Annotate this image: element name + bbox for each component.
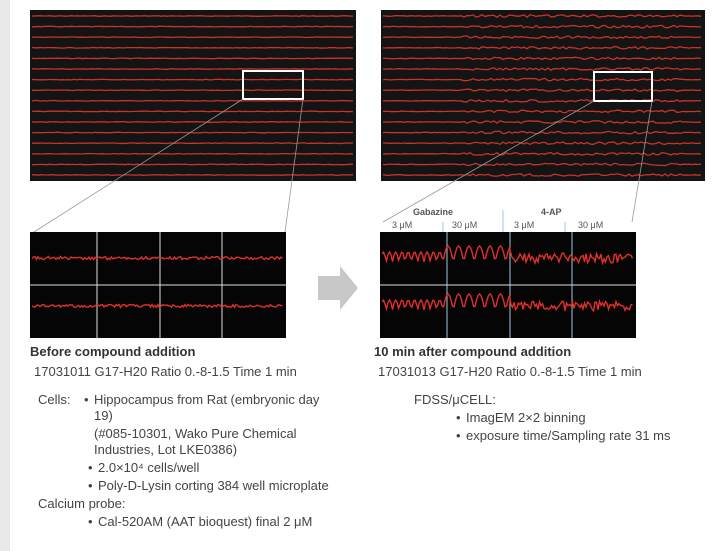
trace — [31, 57, 354, 60]
trace — [382, 141, 702, 146]
trace — [382, 162, 702, 167]
trace — [31, 110, 354, 113]
trace — [382, 45, 701, 50]
bullet-item: ImagEM 2×2 binning — [456, 410, 586, 426]
trace — [382, 67, 702, 71]
section-label: FDSS/μCELL: — [414, 392, 496, 407]
left-strip — [0, 0, 10, 551]
trace — [31, 152, 354, 155]
trace — [382, 14, 702, 19]
trace — [32, 89, 354, 92]
connector — [382, 100, 595, 223]
trace — [383, 109, 702, 114]
bullet-item: exposure time/Sampling rate 31 ms — [456, 428, 671, 444]
trace — [31, 131, 354, 134]
trace — [31, 121, 353, 123]
caption: Before compound addition — [30, 344, 196, 359]
group-label: 4-AP — [541, 207, 562, 217]
overview-image — [381, 10, 705, 181]
bullet-item: 2.0×10⁴ cells/well — [88, 460, 199, 476]
connector — [631, 100, 653, 223]
zoom-trace — [381, 244, 634, 266]
trace — [382, 77, 702, 82]
trace — [32, 15, 353, 17]
caption: 10 min after compound addition — [374, 344, 572, 359]
trace — [382, 24, 702, 29]
trace — [382, 130, 702, 135]
trace — [31, 99, 354, 102]
section-label: Cells: — [38, 392, 71, 407]
zoom-trace — [381, 292, 633, 313]
overview-image — [30, 10, 356, 181]
trace — [31, 36, 354, 39]
group-label: Gabazine — [413, 207, 453, 217]
dose-label: 3 μM — [392, 220, 412, 230]
trace — [31, 46, 354, 49]
trace — [31, 78, 354, 81]
dose-label: 3 μM — [514, 220, 534, 230]
trace — [382, 120, 702, 124]
trace — [31, 174, 353, 176]
info: 17031011 G17-H20 Ratio 0.-8-1.5 Time 1 m… — [34, 364, 297, 379]
dose-label: 30 μM — [578, 220, 603, 230]
trace — [382, 35, 702, 40]
connector — [33, 98, 244, 233]
arrow — [318, 266, 358, 310]
trace — [31, 25, 354, 28]
dose-label: 30 μM — [452, 220, 477, 230]
connector — [284, 98, 304, 233]
bullet-item: Poly-D-Lysin corting 384 well microplate — [88, 478, 329, 494]
zoom-box — [242, 70, 304, 100]
trace — [31, 142, 354, 145]
note: (#085-10301, Wako Pure Chemical Industri… — [94, 426, 297, 457]
trace — [32, 163, 354, 166]
info: 17031013 G17-H20 Ratio 0.-8-1.5 Time 1 m… — [378, 364, 642, 379]
trace — [382, 88, 702, 93]
zoom-trace — [31, 303, 283, 309]
trace — [382, 173, 702, 177]
section-label: Calcium probe: — [38, 496, 126, 511]
zoom-trace — [31, 255, 283, 261]
trace — [31, 68, 353, 70]
trace — [382, 151, 702, 156]
trace — [382, 56, 702, 61]
bullet-item: Hippocampus from Rat (embryonic day 19) — [84, 392, 334, 424]
bullet-item: Cal-520AM (AAT bioquest) final 2 μM — [88, 514, 312, 530]
zoom-box — [593, 71, 653, 102]
